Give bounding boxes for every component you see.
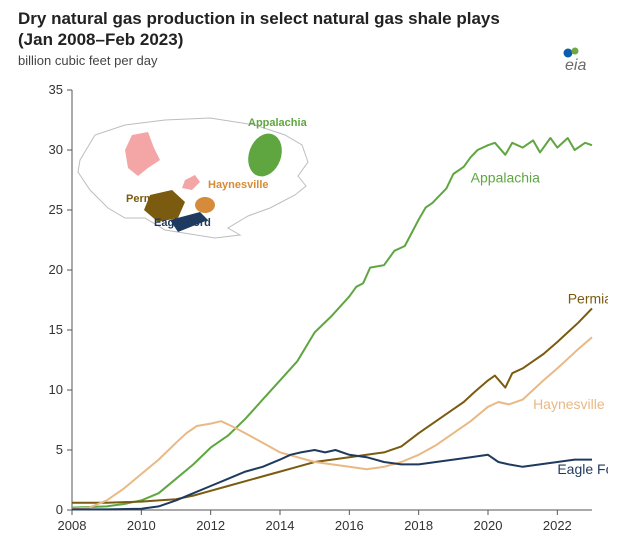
svg-text:2010: 2010: [127, 518, 156, 533]
svg-text:5: 5: [56, 442, 63, 457]
logo-text: eia: [565, 57, 586, 73]
line-chart: 0 5 10 15 20 25 30 35 2008 2010 2012 2014 2016 2018 20…: [18, 80, 608, 540]
svg-text:35: 35: [49, 82, 63, 97]
eia-logo: eia: [560, 45, 608, 78]
svg-text:0: 0: [56, 502, 63, 517]
svg-text:2012: 2012: [196, 518, 225, 533]
svg-text:25: 25: [49, 202, 63, 217]
svg-text:30: 30: [49, 142, 63, 157]
series-label-appalachia: Appalachia: [471, 169, 540, 185]
svg-text:15: 15: [49, 322, 63, 337]
series-permian: [72, 308, 592, 502]
svg-text:2008: 2008: [58, 518, 87, 533]
series-label-permian: Permian: [568, 291, 608, 307]
series-haynesville: [72, 337, 592, 509]
series-label-eagle-ford: Eagle Ford: [557, 461, 608, 477]
chart-title: Dry natural gas production in select nat…: [18, 8, 538, 51]
svg-text:10: 10: [49, 382, 63, 397]
svg-text:2018: 2018: [404, 518, 433, 533]
svg-text:2020: 2020: [474, 518, 503, 533]
svg-text:2014: 2014: [266, 518, 295, 533]
svg-text:2016: 2016: [335, 518, 364, 533]
map-label-haynesville: Haynesville: [208, 179, 269, 191]
chart-figure: { "title": "Dry natural gas production i…: [0, 0, 626, 553]
chart-subtitle: billion cubic feet per day: [18, 53, 157, 68]
map-label-appalachia: Appalachia: [248, 117, 308, 129]
svg-text:20: 20: [49, 262, 63, 277]
inset-map: Appalachia Haynesville Permian Eagle Ford: [78, 117, 308, 238]
series-label-haynesville: Haynesville: [533, 396, 605, 412]
svg-text:2022: 2022: [543, 518, 572, 533]
map-label-permian: Permian: [126, 193, 170, 205]
map-label-eagle-ford: Eagle Ford: [154, 217, 211, 229]
